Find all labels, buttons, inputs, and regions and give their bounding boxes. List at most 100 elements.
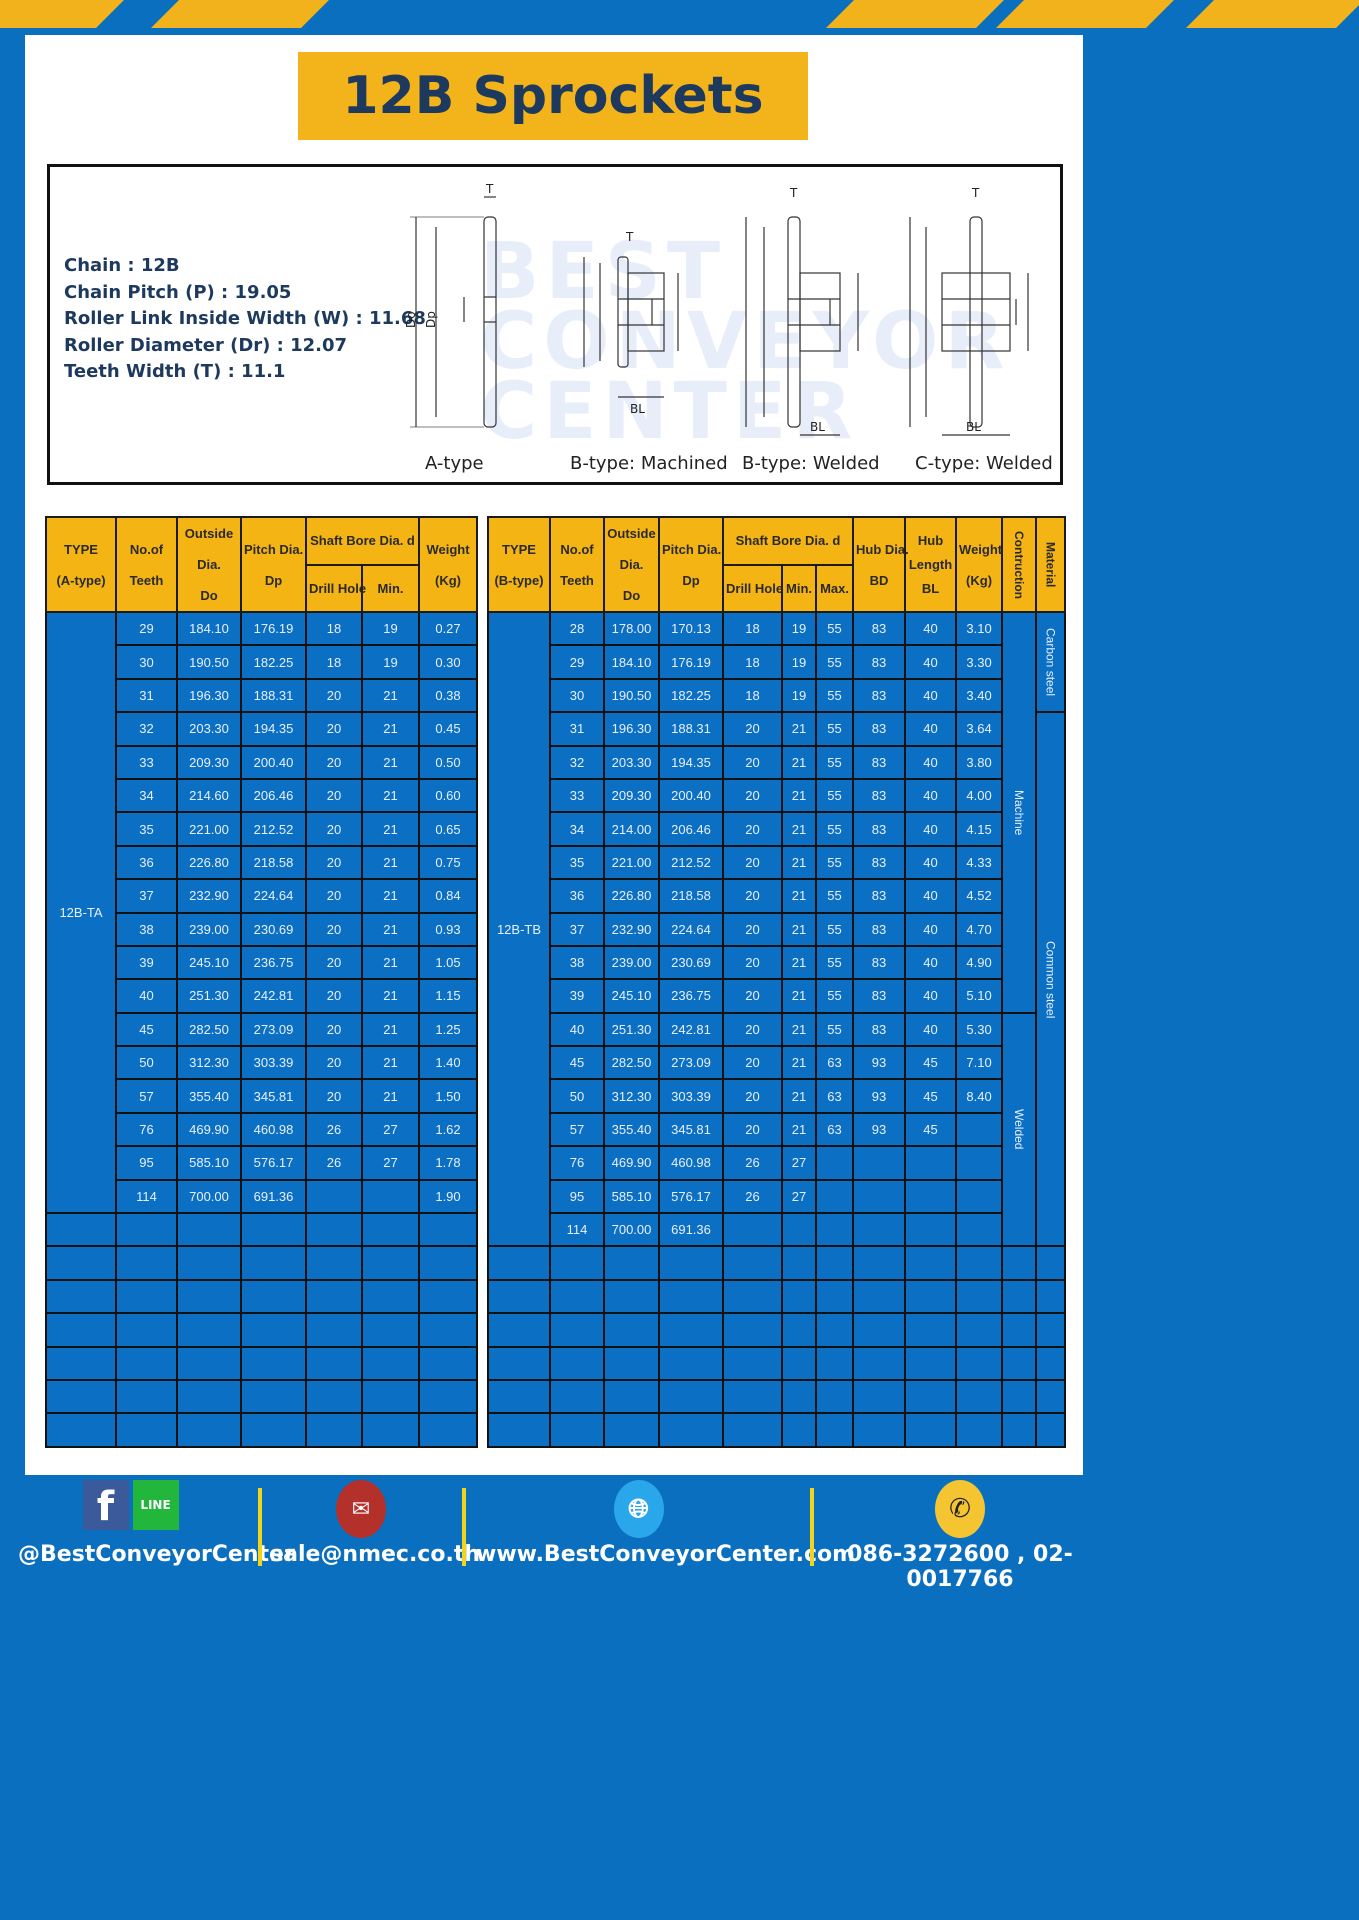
empty-cell: [361, 1345, 420, 1381]
decor-stripe: [151, 0, 329, 28]
footer-social[interactable]: f LINE @BestConveyorCenter: [18, 1480, 295, 1567]
max-bore-cell: [814, 1212, 855, 1248]
empty-cell: [955, 1278, 1004, 1315]
empty-cell: [115, 1412, 178, 1448]
empty-cell: [240, 1212, 307, 1248]
phone-icon: ✆: [935, 1480, 985, 1538]
weight-cell: 1.05: [418, 944, 478, 981]
teeth-cell: 33: [115, 744, 178, 780]
weight-cell: 3.40: [955, 677, 1004, 714]
drill-hole-cell: 26: [722, 1178, 783, 1215]
hub-dia-cell: 83: [852, 844, 907, 881]
weight-cell: 1.90: [418, 1178, 478, 1215]
pitch-dia-cell: 236.75: [240, 944, 307, 981]
empty-cell: [176, 1345, 242, 1381]
header-max: Max.: [814, 563, 855, 613]
empty-cell: [603, 1378, 660, 1415]
teeth-cell: 36: [549, 878, 605, 914]
hub-dia-cell: [852, 1178, 907, 1215]
header-hub-length: Hub Length BL: [904, 516, 958, 613]
empty-cell: [487, 1245, 551, 1281]
footer-email[interactable]: ✉ sale@nmec.co.th: [270, 1480, 480, 1567]
weight-cell: 4.33: [955, 844, 1004, 881]
decor-stripe: [996, 0, 1174, 28]
empty-cell: [361, 1412, 420, 1448]
pitch-dia-cell: 576.17: [658, 1178, 724, 1215]
pitch-dia-cell: 230.69: [240, 911, 307, 947]
table-row: [45, 1212, 478, 1248]
svg-text:BL: BL: [810, 420, 825, 434]
max-bore-cell: 55: [814, 911, 855, 947]
phone-numbers[interactable]: 086-3272600 , 02-0017766: [847, 1542, 1073, 1592]
weight-cell: [955, 1212, 1004, 1248]
hub-dia-cell: 93: [852, 1078, 907, 1114]
outside-dia-cell: 221.00: [603, 844, 660, 881]
empty-cell: [781, 1378, 817, 1415]
empty-cell: [722, 1345, 783, 1381]
spec-inside-width: Roller Link Inside Width (W) : 11.68: [64, 308, 426, 329]
table-row: [45, 1345, 478, 1381]
hub-dia-cell: 83: [852, 610, 907, 647]
pitch-dia-cell: 303.39: [240, 1045, 307, 1081]
teeth-cell: 40: [115, 978, 178, 1014]
footer-phone[interactable]: ✆ 086-3272600 , 02-0017766: [825, 1480, 1095, 1592]
empty-cell: [176, 1312, 242, 1348]
email-link[interactable]: sale@nmec.co.th: [270, 1542, 480, 1567]
empty-cell: [814, 1278, 855, 1315]
svg-text:BL: BL: [630, 402, 645, 416]
min-bore-cell: 21: [361, 711, 420, 747]
footer-website[interactable]: 🌐︎ www.BestConveyorCenter.com: [476, 1480, 856, 1567]
hub-dia-cell: 83: [852, 744, 907, 780]
min-bore-cell: 21: [361, 878, 420, 914]
pitch-dia-cell: 460.98: [658, 1145, 724, 1181]
table-row: 33 209.30 200.40 20 21 55 83 40 4.00: [488, 777, 1065, 814]
hub-length-cell: [904, 1178, 958, 1215]
empty-cell: [487, 1278, 551, 1315]
outside-dia-cell: 232.90: [603, 911, 660, 947]
min-bore-cell: 21: [361, 777, 420, 814]
empty-cell: [45, 1378, 117, 1415]
empty-cell: [305, 1378, 363, 1415]
hub-length-cell: 45: [904, 1078, 958, 1114]
empty-cell: [1035, 1412, 1067, 1448]
weight-cell: 4.90: [955, 944, 1004, 981]
empty-cell: [1001, 1312, 1038, 1348]
drill-hole-cell: 26: [722, 1145, 783, 1181]
table-row: 37 232.90 224.64 20 21 55 83 40 4.70: [488, 911, 1065, 947]
social-handle[interactable]: @BestConveyorCenter: [18, 1542, 295, 1567]
chain-specs: Chain : 12B Chain Pitch (P) : 19.05 Roll…: [64, 253, 426, 386]
drill-hole-cell: 20: [722, 944, 783, 981]
pitch-dia-cell: 236.75: [658, 978, 724, 1014]
website-link[interactable]: www.BestConveyorCenter.com: [476, 1542, 856, 1567]
hub-dia-cell: 83: [852, 944, 907, 981]
facebook-icon[interactable]: f: [82, 1480, 129, 1530]
drill-hole-cell: [305, 1178, 363, 1215]
teeth-cell: 95: [115, 1145, 178, 1181]
a-type-table: TYPE (A-type) No.of Teeth Outside Dia. Do Pi…: [45, 516, 478, 1448]
drill-hole-cell: 26: [305, 1145, 363, 1181]
pitch-dia-cell: 206.46: [658, 811, 724, 847]
empty-cell: [955, 1312, 1004, 1348]
empty-cell: [814, 1412, 855, 1448]
pitch-dia-cell: 218.58: [240, 844, 307, 881]
empty-cell: [658, 1412, 724, 1448]
max-bore-cell: 55: [814, 610, 855, 647]
empty-cell: [305, 1245, 363, 1281]
empty-cell: [904, 1412, 958, 1448]
empty-cell: [361, 1278, 420, 1315]
line-icon[interactable]: LINE: [132, 1480, 179, 1530]
table-row: 45 282.50 273.09 20 21 63 93 45 7.10: [488, 1045, 1065, 1081]
max-bore-cell: 55: [814, 711, 855, 747]
min-bore-cell: 21: [361, 844, 420, 881]
teeth-cell: 114: [549, 1212, 605, 1248]
min-bore-cell: 21: [781, 1111, 817, 1148]
empty-cell: [176, 1378, 242, 1415]
outside-dia-cell: 232.90: [176, 878, 242, 914]
pitch-dia-cell: 242.81: [240, 978, 307, 1014]
type-cell: 12B-TA: [45, 610, 117, 1215]
empty-cell: [305, 1345, 363, 1381]
table-row: 50 312.30 303.39 20 21 63 93 45 8.40: [488, 1078, 1065, 1114]
table-row: 76 469.90 460.98 26 27: [488, 1145, 1065, 1181]
empty-cell: [45, 1345, 117, 1381]
hub-dia-cell: 83: [852, 777, 907, 814]
